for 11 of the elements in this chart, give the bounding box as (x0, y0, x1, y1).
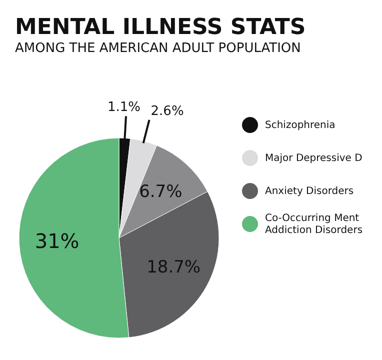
legend-label: Anxiety Disorders (265, 186, 354, 196)
data-label: 1.1% (107, 100, 141, 116)
data-label: 6.7% (139, 182, 182, 202)
data-label: 18.7% (146, 257, 201, 278)
data-label: 31% (34, 229, 80, 254)
data-label: 2.6% (150, 104, 184, 119)
legend-label: Major Depressive D (265, 152, 363, 164)
chart-title: MENTAL ILLNESS STATS (15, 15, 306, 40)
chart-subtitle: AMONG THE AMERICAN ADULT POPULATION (15, 41, 301, 56)
legend-label: Co-Occurring Ment Addiction Disorders (265, 212, 363, 236)
legend-label: Schizophrenia (265, 120, 336, 130)
